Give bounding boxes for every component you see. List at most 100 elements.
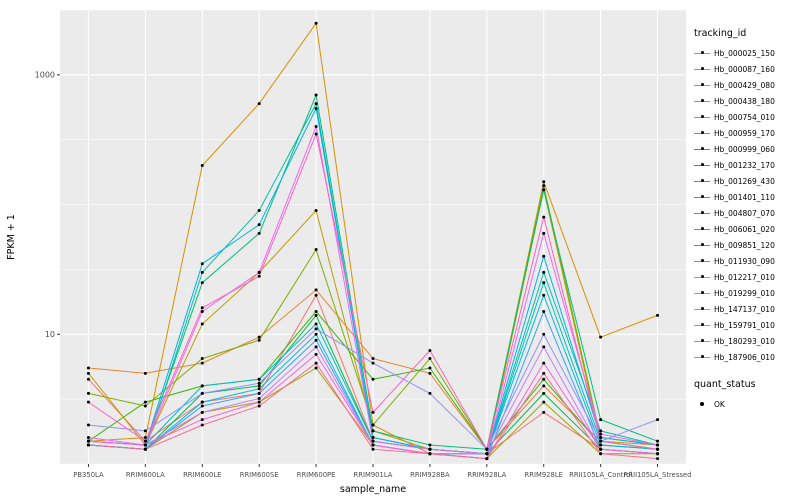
legend-label: Hb_159791_010: [714, 320, 775, 330]
x-tick-label: RRII105LA_Control: [569, 471, 632, 479]
data-point: [371, 410, 375, 414]
data-point: [599, 443, 603, 447]
legend-key-icon: [694, 334, 710, 348]
legend-key-icon: [694, 286, 710, 300]
legend-label: Hb_187906_010: [714, 352, 775, 362]
data-point: [371, 436, 375, 440]
data-point: [542, 377, 546, 381]
legend-key-icon: [694, 46, 710, 60]
legend-item-Hb_012217_010: Hb_012217_010: [694, 269, 798, 285]
data-point: [542, 400, 546, 404]
data-point: [200, 262, 204, 266]
data-point: [257, 387, 261, 391]
x-tick-label: PB350LA: [73, 471, 104, 479]
legend-key-icon: [694, 190, 710, 204]
x-tick-label: RRIM600LA: [126, 471, 165, 479]
data-point: [314, 313, 318, 317]
legend-label: Hb_000087_160: [714, 64, 775, 74]
data-point: [599, 436, 603, 440]
data-point: [314, 332, 318, 336]
y-tick-label: 1000: [35, 70, 55, 79]
legend-key-icon: [694, 158, 710, 172]
data-point: [599, 418, 603, 422]
data-point: [86, 377, 90, 381]
data-point: [257, 231, 261, 235]
x-tick-label: RRIM600LE: [183, 471, 221, 479]
data-point: [542, 410, 546, 414]
data-point: [257, 274, 261, 278]
data-point: [314, 293, 318, 297]
data-point: [656, 418, 660, 422]
data-point: [542, 180, 546, 184]
legend-item-Hb_006061_020: Hb_006061_020: [694, 221, 798, 237]
data-point: [542, 361, 546, 365]
data-point: [314, 366, 318, 370]
x-tick-label: RRIM600PE: [297, 471, 336, 479]
legend-label: Hb_147137_010: [714, 304, 775, 314]
legend-key-icon: [694, 302, 710, 316]
data-point: [599, 452, 603, 456]
data-point: [143, 371, 147, 375]
data-point: [542, 384, 546, 388]
data-point: [428, 452, 432, 456]
data-point: [314, 124, 318, 128]
legend-item-Hb_001232_170: Hb_001232_170: [694, 157, 798, 173]
data-point: [257, 335, 261, 339]
data-point: [257, 102, 261, 106]
data-point: [428, 443, 432, 447]
data-point: [143, 447, 147, 451]
data-point: [257, 377, 261, 381]
legend-label: Hb_000025_150: [714, 48, 775, 58]
legend-label: Hb_011930_090: [714, 256, 775, 266]
data-point: [542, 309, 546, 313]
legend-item-Hb_147137_010: Hb_147137_010: [694, 301, 798, 317]
legend-label: Hb_000959_170: [714, 128, 775, 138]
data-point: [314, 209, 318, 213]
data-point: [257, 396, 261, 400]
legend-key-icon: [694, 62, 710, 76]
legend-label: Hb_001269_430: [714, 176, 775, 186]
data-point: [200, 423, 204, 427]
data-point: [86, 391, 90, 395]
data-point: [542, 345, 546, 349]
data-point: [656, 439, 660, 443]
point-key-icon: [694, 397, 710, 411]
legend-key-icon: [694, 110, 710, 124]
data-point: [599, 432, 603, 436]
data-point: [371, 439, 375, 443]
y-tick-label: 10: [45, 330, 55, 339]
legend-item-Hb_000087_160: Hb_000087_160: [694, 61, 798, 77]
data-point: [257, 209, 261, 213]
data-point: [485, 452, 489, 456]
x-tick-label: RRII105LA_Stressed: [624, 471, 692, 479]
data-point: [485, 447, 489, 451]
data-point: [428, 348, 432, 352]
x-tick-label: RRIM928LA: [467, 471, 506, 479]
y-axis-label: FPKM + 1: [6, 214, 17, 260]
data-point: [200, 410, 204, 414]
data-point: [257, 400, 261, 404]
data-point: [371, 443, 375, 447]
data-point: [143, 443, 147, 447]
legend-key-icon: [694, 78, 710, 92]
data-point: [257, 384, 261, 388]
legend-label: Hb_006061_020: [714, 224, 775, 234]
data-point: [314, 309, 318, 313]
data-point: [656, 452, 660, 456]
legend-item-Hb_000754_010: Hb_000754_010: [694, 109, 798, 125]
data-point: [542, 231, 546, 235]
data-point: [257, 270, 261, 274]
legend-label: Hb_000429_080: [714, 80, 775, 90]
data-point: [656, 447, 660, 451]
quant-status-items: OK: [694, 396, 798, 412]
data-point: [428, 357, 432, 361]
legend-item-Hb_001401_110: Hb_001401_110: [694, 189, 798, 205]
legend-item-Hb_001269_430: Hb_001269_430: [694, 173, 798, 189]
legend-key-icon: [694, 174, 710, 188]
data-point: [314, 102, 318, 106]
data-point: [314, 21, 318, 25]
data-point: [143, 436, 147, 440]
x-axis-label: sample_name: [340, 484, 406, 495]
legend-label: OK: [714, 399, 725, 409]
